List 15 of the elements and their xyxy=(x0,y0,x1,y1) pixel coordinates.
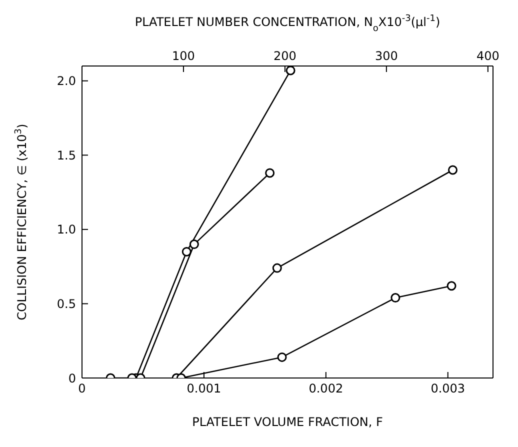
y-tick-label: 0 xyxy=(68,371,76,386)
x-tick-label: 0.002 xyxy=(308,382,344,396)
x-tick-label: 0 xyxy=(78,382,86,396)
x-tick-label: 0.003 xyxy=(430,382,466,396)
x2-axis-title: PLATELET NUMBER CONCENTRATION, N$_{o}$X10$^{-3}$(μl$^{-1}$) xyxy=(134,14,440,34)
x2-tick-label: 100 xyxy=(172,49,195,63)
x2-tick-label: 200 xyxy=(274,49,296,63)
y-tick-label: 2.0 xyxy=(56,74,76,88)
y-tick-label: 1.5 xyxy=(56,148,76,162)
x2-tick-label: 300 xyxy=(374,49,398,63)
x-tick-label: 0.001 xyxy=(186,382,222,396)
x2-tick-label: 400 xyxy=(476,49,500,63)
x-axis-title: PLATELET VOLUME FRACTION, F xyxy=(192,415,383,429)
y-tick-label: 0.5 xyxy=(56,296,76,311)
y-tick-label: 1.0 xyxy=(56,222,76,237)
